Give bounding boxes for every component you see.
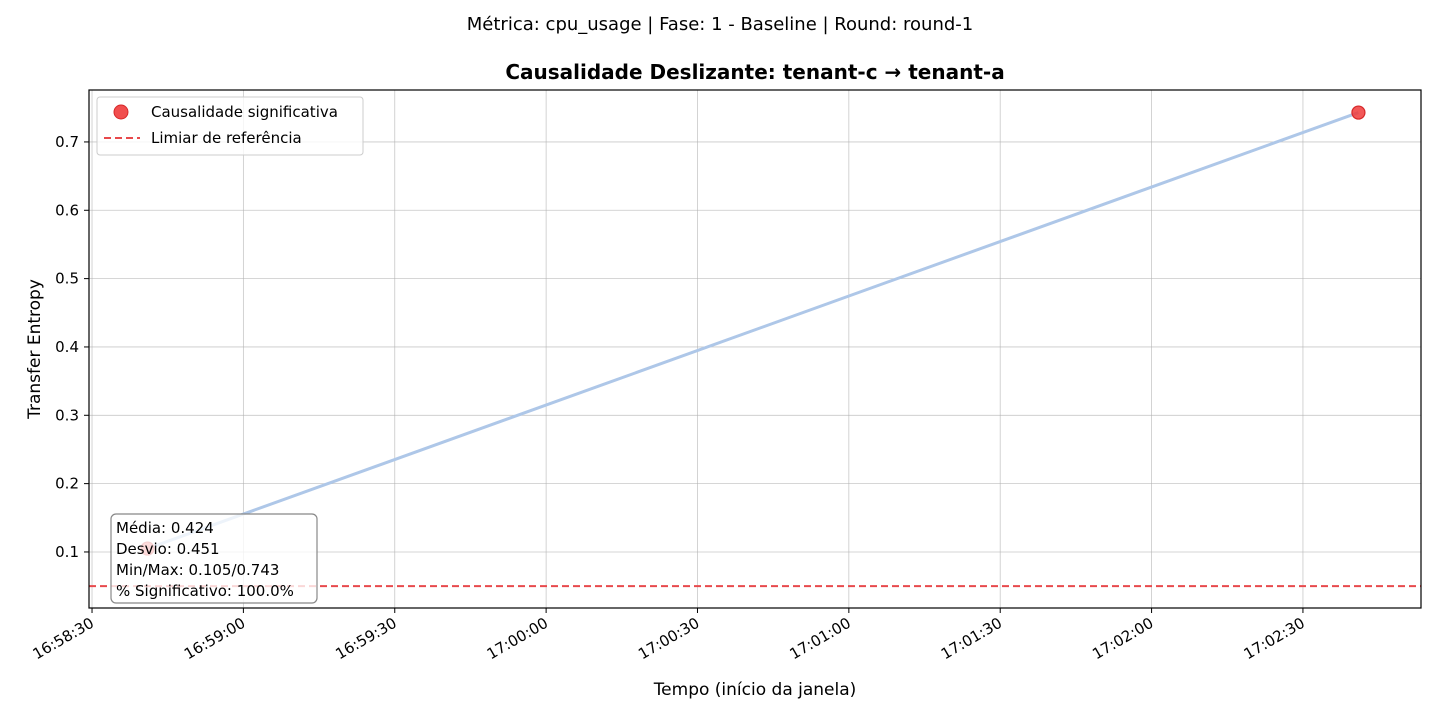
y-tick-label: 0.4	[55, 338, 79, 356]
y-axis: 0.1 0.2 0.3 0.4 0.5 0.6 0.7	[55, 133, 89, 561]
y-tick-label: 0.1	[55, 543, 79, 561]
x-tick-label: 17:01:00	[786, 614, 853, 663]
grid	[89, 90, 1421, 608]
x-tick-label: 17:02:30	[1241, 614, 1308, 663]
series-group	[140, 105, 1366, 556]
y-tick-label: 0.7	[55, 133, 79, 151]
x-tick-label: 17:00:30	[635, 614, 702, 663]
stats-mean: Média: 0.424	[116, 519, 214, 537]
stats-std: Desvio: 0.451	[116, 540, 220, 558]
stats-significant-pct: % Significativo: 100.0%	[116, 582, 294, 600]
legend-label-significant: Causalidade significativa	[151, 103, 338, 121]
stats-minmax: Min/Max: 0.105/0.743	[116, 561, 279, 579]
chart-title: Causalidade Deslizante: tenant-c → tenan…	[505, 60, 1004, 84]
x-tick-label: 16:59:00	[181, 614, 248, 663]
legend: Causalidade significativa Limiar de refe…	[96, 96, 364, 156]
legend-marker-significant	[113, 104, 129, 120]
plot-frame	[88, 89, 1422, 609]
chart-suptitle: Métrica: cpu_usage | Fase: 1 - Baseline …	[467, 14, 973, 35]
y-tick-label: 0.5	[55, 270, 79, 288]
legend-label-threshold: Limiar de referência	[151, 129, 302, 147]
stats-box: Média: 0.424 Desvio: 0.451 Min/Max: 0.10…	[110, 513, 318, 604]
significant-point	[1351, 105, 1366, 120]
y-tick-label: 0.2	[55, 475, 79, 493]
series-line	[147, 111, 1359, 550]
x-axis-label: Tempo (início da janela)	[653, 680, 857, 700]
y-tick-label: 0.6	[55, 201, 79, 219]
x-tick-label: 17:02:00	[1089, 614, 1156, 663]
y-axis-label: Transfer Entropy	[25, 279, 45, 420]
x-tick-label: 17:01:30	[938, 614, 1005, 663]
x-tick-label: 16:58:30	[30, 614, 97, 663]
legend-box	[96, 96, 364, 156]
stats-box-frame	[110, 513, 318, 604]
y-tick-label: 0.3	[55, 406, 79, 424]
x-tick-label: 16:59:30	[332, 614, 399, 663]
x-tick-label: 17:00:00	[484, 614, 551, 663]
x-axis: 16:58:30 16:59:00 16:59:30 17:00:00 17:00:30…	[30, 608, 1308, 663]
